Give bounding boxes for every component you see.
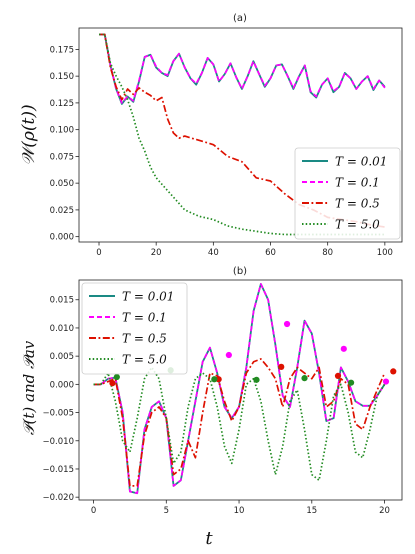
series-line-2: [93, 358, 386, 487]
legend-label-3: T = 5.0: [335, 218, 380, 232]
panel-a-legend: T = 0.01 T = 0.1 T = 0.5 T = 5.0: [294, 147, 401, 240]
average-point: [283, 320, 291, 328]
panel-a-title: (a): [233, 13, 247, 24]
average-point: [113, 373, 120, 381]
y-tick-label: 0.025: [50, 206, 74, 216]
legend-label-2: T = 0.5: [122, 332, 167, 346]
series-line-3: [93, 366, 386, 482]
panel-b-ylabel: 𝒫(t) and 𝒫av: [20, 340, 38, 435]
average-point: [340, 345, 347, 352]
y-tick-label: 0.125: [50, 99, 74, 109]
y-tick-label: −0.020: [43, 493, 74, 503]
y-tick-label: −0.015: [43, 465, 74, 475]
x-tick-label: 0: [96, 248, 101, 258]
average-point: [382, 378, 390, 385]
panel-a-ylabel: 𝒲(ρ(t)): [19, 104, 39, 165]
legend-label-1: T = 0.1: [122, 311, 167, 325]
y-tick-label: −0.010: [43, 437, 74, 447]
legend-box: [81, 282, 188, 375]
y-tick-label: 0.150: [50, 72, 74, 82]
x-tick-label: 10: [234, 506, 245, 516]
y-tick-label: 0.005: [50, 352, 74, 362]
panel-b-frame: [78, 279, 403, 501]
legend-label-3: T = 5.0: [122, 353, 167, 367]
x-tick-label: 60: [265, 248, 276, 258]
x-tick-label: 20: [151, 248, 162, 258]
average-point: [253, 376, 260, 383]
average-point: [347, 379, 355, 386]
y-tick-label: −0.005: [43, 409, 74, 419]
average-point: [301, 375, 308, 382]
y-tick-label: 0.100: [50, 126, 74, 136]
y-tick-label: 0.050: [50, 179, 74, 189]
x-tick-label: 5: [164, 506, 169, 516]
panel-b-ticks: 0 5 10 15 20 −0.020 −0.015 −0.010 −0.005 0.000 0.0…: [43, 296, 390, 516]
y-tick-label: 0.000: [50, 380, 74, 390]
y-tick-label: 0.075: [50, 152, 74, 162]
x-tick-label: 100: [377, 248, 393, 258]
legend-label-0: T = 0.01: [122, 290, 174, 304]
average-point: [278, 363, 285, 370]
y-tick-label: 0.015: [50, 296, 74, 306]
panel-b: (b) 0 5 10 15 20 −0.020 −0.015 −0.010 −0.005 0.00…: [20, 266, 403, 549]
y-tick-label: 0.000: [50, 233, 74, 243]
panel-a: (a) 0 20 40 60 80 100 0.000 0.025 0.050 0.075 0.10…: [19, 13, 403, 258]
series-line-1: [99, 33, 386, 104]
x-tick-label: 80: [322, 248, 333, 258]
legend-label-2: T = 0.5: [335, 197, 380, 211]
average-point: [225, 351, 232, 359]
panel-b-xlabel: t: [205, 528, 213, 549]
panel-a-ticks: 0 20 40 60 80 100 0.000 0.025 0.050 0.075 0.100 0.1…: [50, 45, 393, 258]
panel-a-frame: [78, 27, 403, 243]
x-tick-label: 15: [306, 506, 317, 516]
legend-label-0: T = 0.01: [335, 155, 387, 169]
legend-label-1: T = 0.1: [335, 176, 380, 190]
panel-b-legend: T = 0.01 T = 0.1 T = 0.5 T = 5.0: [81, 282, 188, 375]
y-tick-label: 0.175: [50, 45, 74, 55]
panel-b-title: (b): [233, 266, 247, 277]
x-tick-label: 0: [91, 506, 96, 516]
average-point: [334, 372, 342, 379]
x-tick-label: 40: [208, 248, 219, 258]
average-point: [390, 368, 397, 375]
x-tick-label: 20: [379, 506, 390, 516]
average-point: [215, 376, 222, 383]
legend-box: [294, 147, 401, 240]
y-tick-label: 0.010: [50, 324, 74, 334]
panel-b-series: [93, 283, 386, 495]
average-point: [109, 380, 116, 387]
average-point: [211, 376, 218, 383]
